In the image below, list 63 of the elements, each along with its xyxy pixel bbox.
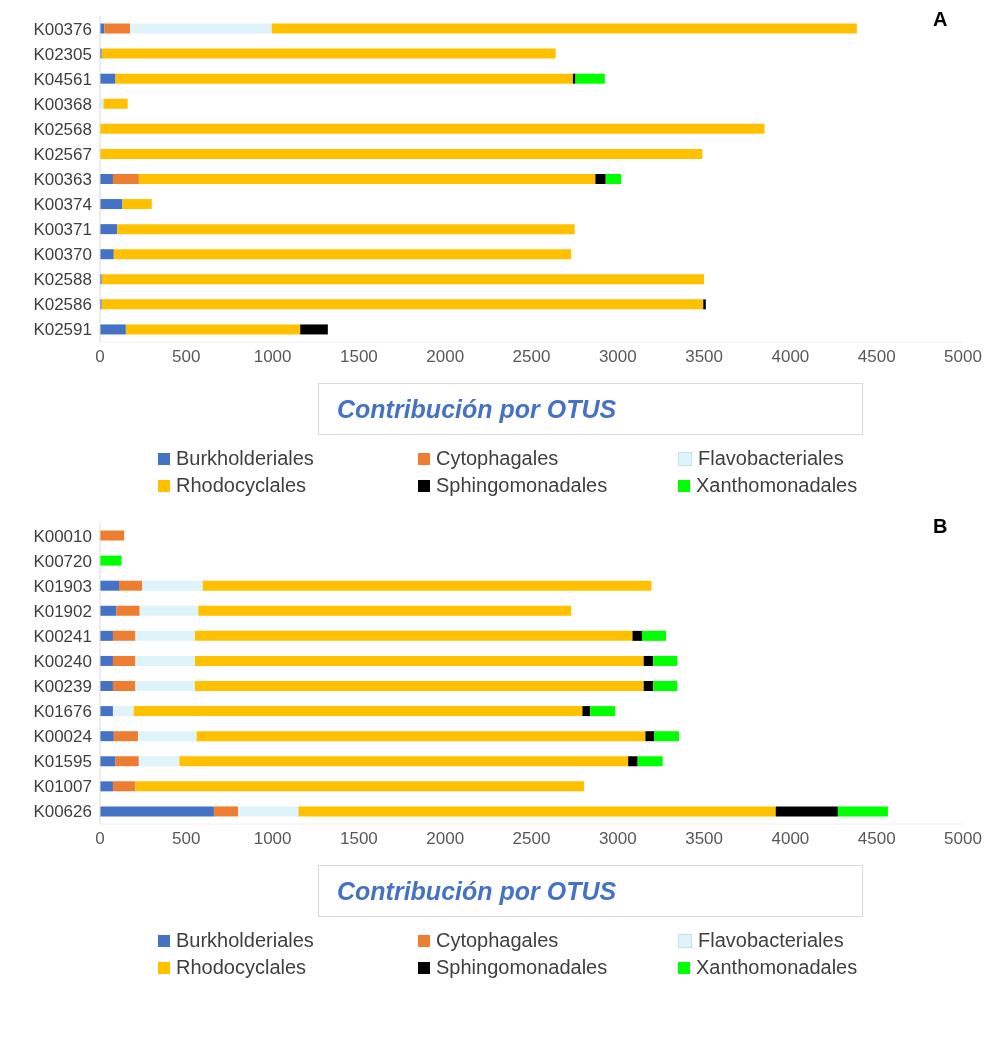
legend-label: Flavobacteriales xyxy=(698,447,844,470)
x-tick-label: 1000 xyxy=(253,829,292,849)
x-tick-label: 1000 xyxy=(253,347,292,367)
y-tick-label: K04561 xyxy=(33,69,92,89)
x-axis-title: Contribución por OTUS xyxy=(318,383,863,435)
y-tick-label: K01595 xyxy=(33,752,92,772)
y-tick-label: K01007 xyxy=(33,777,92,797)
legend-label: Sphingomonadales xyxy=(436,956,608,979)
x-tick-label: 4000 xyxy=(771,347,810,367)
x-tick-label: 500 xyxy=(172,829,201,849)
legend-label: Sphingomonadales xyxy=(436,474,608,497)
chart-title: A xyxy=(933,8,948,31)
x-tick-label: 3000 xyxy=(598,829,637,849)
x-tick-label: 4500 xyxy=(857,347,896,367)
x-axis-title: Contribución por OTUS xyxy=(318,865,863,917)
x-tick-label: 3000 xyxy=(598,347,637,367)
x-tick-label: 500 xyxy=(172,347,201,367)
y-tick-label: K02591 xyxy=(33,320,92,340)
y-tick-label: K02568 xyxy=(33,119,92,139)
x-tick-label: 3500 xyxy=(685,347,724,367)
y-tick-label: K00371 xyxy=(33,220,92,240)
legend-label: Xanthomonadales xyxy=(696,956,858,979)
legend-label: Flavobacteriales xyxy=(698,929,844,952)
x-tick-label: 0 xyxy=(95,347,105,367)
x-tick-label: 4000 xyxy=(771,829,810,849)
x-tick-label: 4500 xyxy=(857,829,896,849)
y-tick-label: K01902 xyxy=(33,601,92,621)
y-tick-label: K00010 xyxy=(33,526,92,546)
legend-label: Xanthomonadales xyxy=(696,474,858,497)
x-tick-label: 5000 xyxy=(944,829,982,849)
legend-label: Rhodocyclales xyxy=(176,956,307,979)
legend-label: Burkholderiales xyxy=(176,447,314,470)
legend-label: Burkholderiales xyxy=(176,929,314,952)
x-tick-label: 1500 xyxy=(339,829,378,849)
x-tick-label: 2500 xyxy=(512,347,551,367)
y-tick-label: K00239 xyxy=(33,677,92,697)
x-tick-label: 2500 xyxy=(512,829,551,849)
y-tick-label: K00720 xyxy=(33,551,92,571)
y-tick-label: K00368 xyxy=(33,94,92,114)
y-tick-label: K00370 xyxy=(33,245,92,265)
x-tick-label: 3500 xyxy=(685,829,724,849)
y-tick-label: K02588 xyxy=(33,270,92,290)
x-tick-label: 0 xyxy=(95,829,105,849)
x-tick-label: 2000 xyxy=(426,347,465,367)
legend-label: Cytophagales xyxy=(436,929,559,952)
legend-label: Rhodocyclales xyxy=(176,474,307,497)
y-tick-label: K01903 xyxy=(33,576,92,596)
y-tick-label: K02567 xyxy=(33,144,92,164)
x-tick-label: 5000 xyxy=(944,347,982,367)
y-tick-label: K00363 xyxy=(33,170,92,190)
y-tick-label: K00241 xyxy=(33,626,92,646)
y-tick-label: K02586 xyxy=(33,295,92,315)
legend-label: Cytophagales xyxy=(436,447,559,470)
x-tick-label: 2000 xyxy=(426,829,465,849)
x-tick-label: 1500 xyxy=(339,347,378,367)
y-tick-label: K00374 xyxy=(33,195,92,215)
chart-title: B xyxy=(933,515,948,538)
y-tick-label: K00626 xyxy=(33,802,92,822)
y-tick-label: K02305 xyxy=(33,44,92,64)
y-tick-label: K01676 xyxy=(33,702,92,722)
y-tick-label: K00024 xyxy=(33,727,92,747)
y-tick-label: K00240 xyxy=(33,651,92,671)
y-tick-label: K00376 xyxy=(33,19,92,39)
